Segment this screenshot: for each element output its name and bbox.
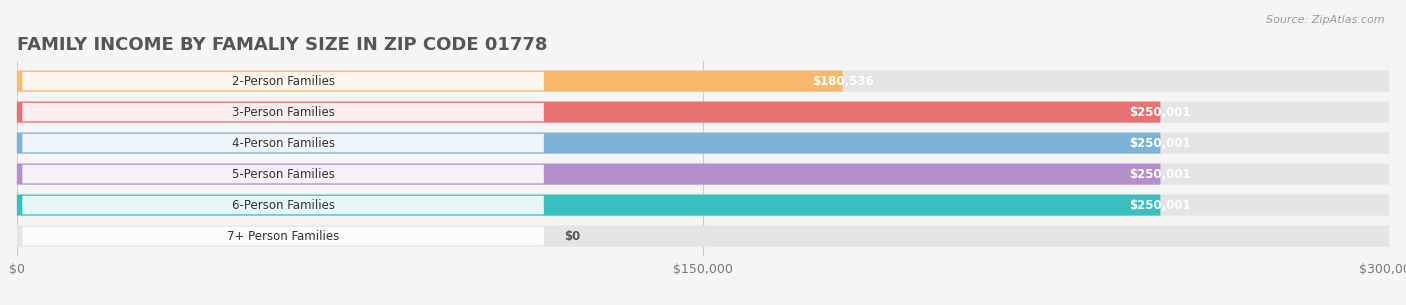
Text: 2-Person Families: 2-Person Families bbox=[232, 75, 335, 88]
FancyBboxPatch shape bbox=[17, 163, 1160, 185]
FancyBboxPatch shape bbox=[17, 133, 1160, 154]
FancyBboxPatch shape bbox=[22, 134, 544, 152]
FancyBboxPatch shape bbox=[17, 163, 1389, 185]
FancyBboxPatch shape bbox=[17, 102, 1160, 123]
Text: 6-Person Families: 6-Person Families bbox=[232, 199, 335, 212]
Text: 4-Person Families: 4-Person Families bbox=[232, 137, 335, 150]
Text: $250,001: $250,001 bbox=[1129, 106, 1191, 119]
FancyBboxPatch shape bbox=[17, 102, 1389, 123]
FancyBboxPatch shape bbox=[17, 133, 1389, 154]
FancyBboxPatch shape bbox=[22, 72, 544, 90]
Text: $0: $0 bbox=[564, 230, 581, 242]
Text: 5-Person Families: 5-Person Families bbox=[232, 167, 335, 181]
FancyBboxPatch shape bbox=[22, 227, 544, 245]
FancyBboxPatch shape bbox=[17, 70, 1389, 92]
Text: 3-Person Families: 3-Person Families bbox=[232, 106, 335, 119]
Text: $250,001: $250,001 bbox=[1129, 137, 1191, 150]
Text: FAMILY INCOME BY FAMALIY SIZE IN ZIP CODE 01778: FAMILY INCOME BY FAMALIY SIZE IN ZIP COD… bbox=[17, 36, 547, 54]
Text: Source: ZipAtlas.com: Source: ZipAtlas.com bbox=[1267, 15, 1385, 25]
FancyBboxPatch shape bbox=[17, 195, 1389, 216]
FancyBboxPatch shape bbox=[22, 165, 544, 183]
Text: $250,001: $250,001 bbox=[1129, 167, 1191, 181]
FancyBboxPatch shape bbox=[17, 195, 1160, 216]
FancyBboxPatch shape bbox=[22, 103, 544, 121]
Text: $250,001: $250,001 bbox=[1129, 199, 1191, 212]
Text: $180,536: $180,536 bbox=[811, 75, 873, 88]
FancyBboxPatch shape bbox=[22, 196, 544, 214]
FancyBboxPatch shape bbox=[17, 225, 1389, 247]
Text: 7+ Person Families: 7+ Person Families bbox=[226, 230, 339, 242]
FancyBboxPatch shape bbox=[17, 70, 842, 92]
